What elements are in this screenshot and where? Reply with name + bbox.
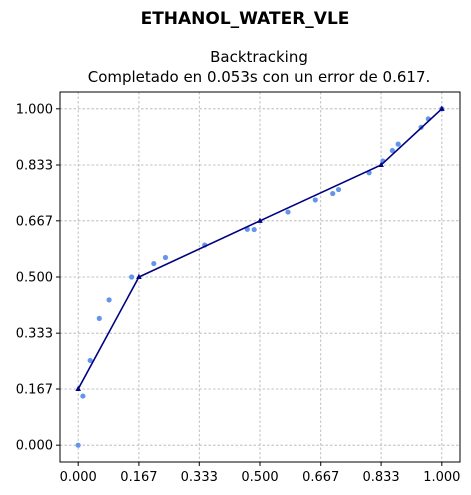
fit-knot-marker [378, 161, 384, 167]
fit-knot-marker [75, 385, 81, 392]
series-layer [75, 105, 445, 448]
data-point [330, 190, 336, 197]
y-tick-label: 0.833 [16, 158, 53, 173]
data-point [96, 315, 102, 321]
x-tick-label: 0.500 [241, 470, 278, 485]
chart-title-line-2: Completado en 0.053s con un error de 0.6… [88, 68, 431, 86]
data-point [129, 274, 135, 280]
data-point [87, 357, 93, 364]
x-tick-label: 1.000 [423, 470, 460, 485]
x-tick-label: 0.833 [362, 470, 399, 485]
data-point [285, 209, 291, 215]
x-tick-label: 0.000 [60, 470, 97, 485]
ticks: 0.000 0.167 0.333 0.500 0.667 0.833 1.000 0.000… [16, 102, 461, 485]
plot-area: 0.000 0.167 0.333 0.500 0.667 0.833 1.000 0.000… [16, 91, 461, 485]
data-point [151, 260, 157, 267]
y-tick-label: 0.000 [16, 439, 53, 454]
y-tick-label: 0.333 [16, 327, 53, 342]
data-point [106, 297, 112, 303]
x-tick-label: 0.667 [302, 470, 339, 485]
y-tick-label: 0.167 [16, 383, 53, 398]
y-tick-label: 0.667 [16, 214, 53, 229]
data-point [389, 147, 395, 154]
data-point [251, 226, 257, 233]
grid [60, 92, 460, 462]
data-point [80, 393, 86, 399]
x-tick-label: 0.167 [120, 470, 157, 485]
data-point [162, 254, 169, 261]
figure-suptitle: ETHANOL_WATER_VLE [141, 9, 350, 29]
x-tick-label: 0.333 [181, 470, 218, 485]
data-point [312, 197, 318, 203]
chart-title-line-1: Backtracking [210, 48, 308, 66]
fit-knot-marker [439, 105, 445, 111]
data-point [335, 186, 342, 193]
y-tick-label: 0.500 [16, 271, 53, 286]
data-point [75, 442, 81, 448]
y-tick-label: 1.000 [16, 102, 53, 117]
data-point [395, 141, 401, 147]
fit-knot-marker [257, 217, 263, 223]
fit-knot-marker [136, 273, 142, 279]
